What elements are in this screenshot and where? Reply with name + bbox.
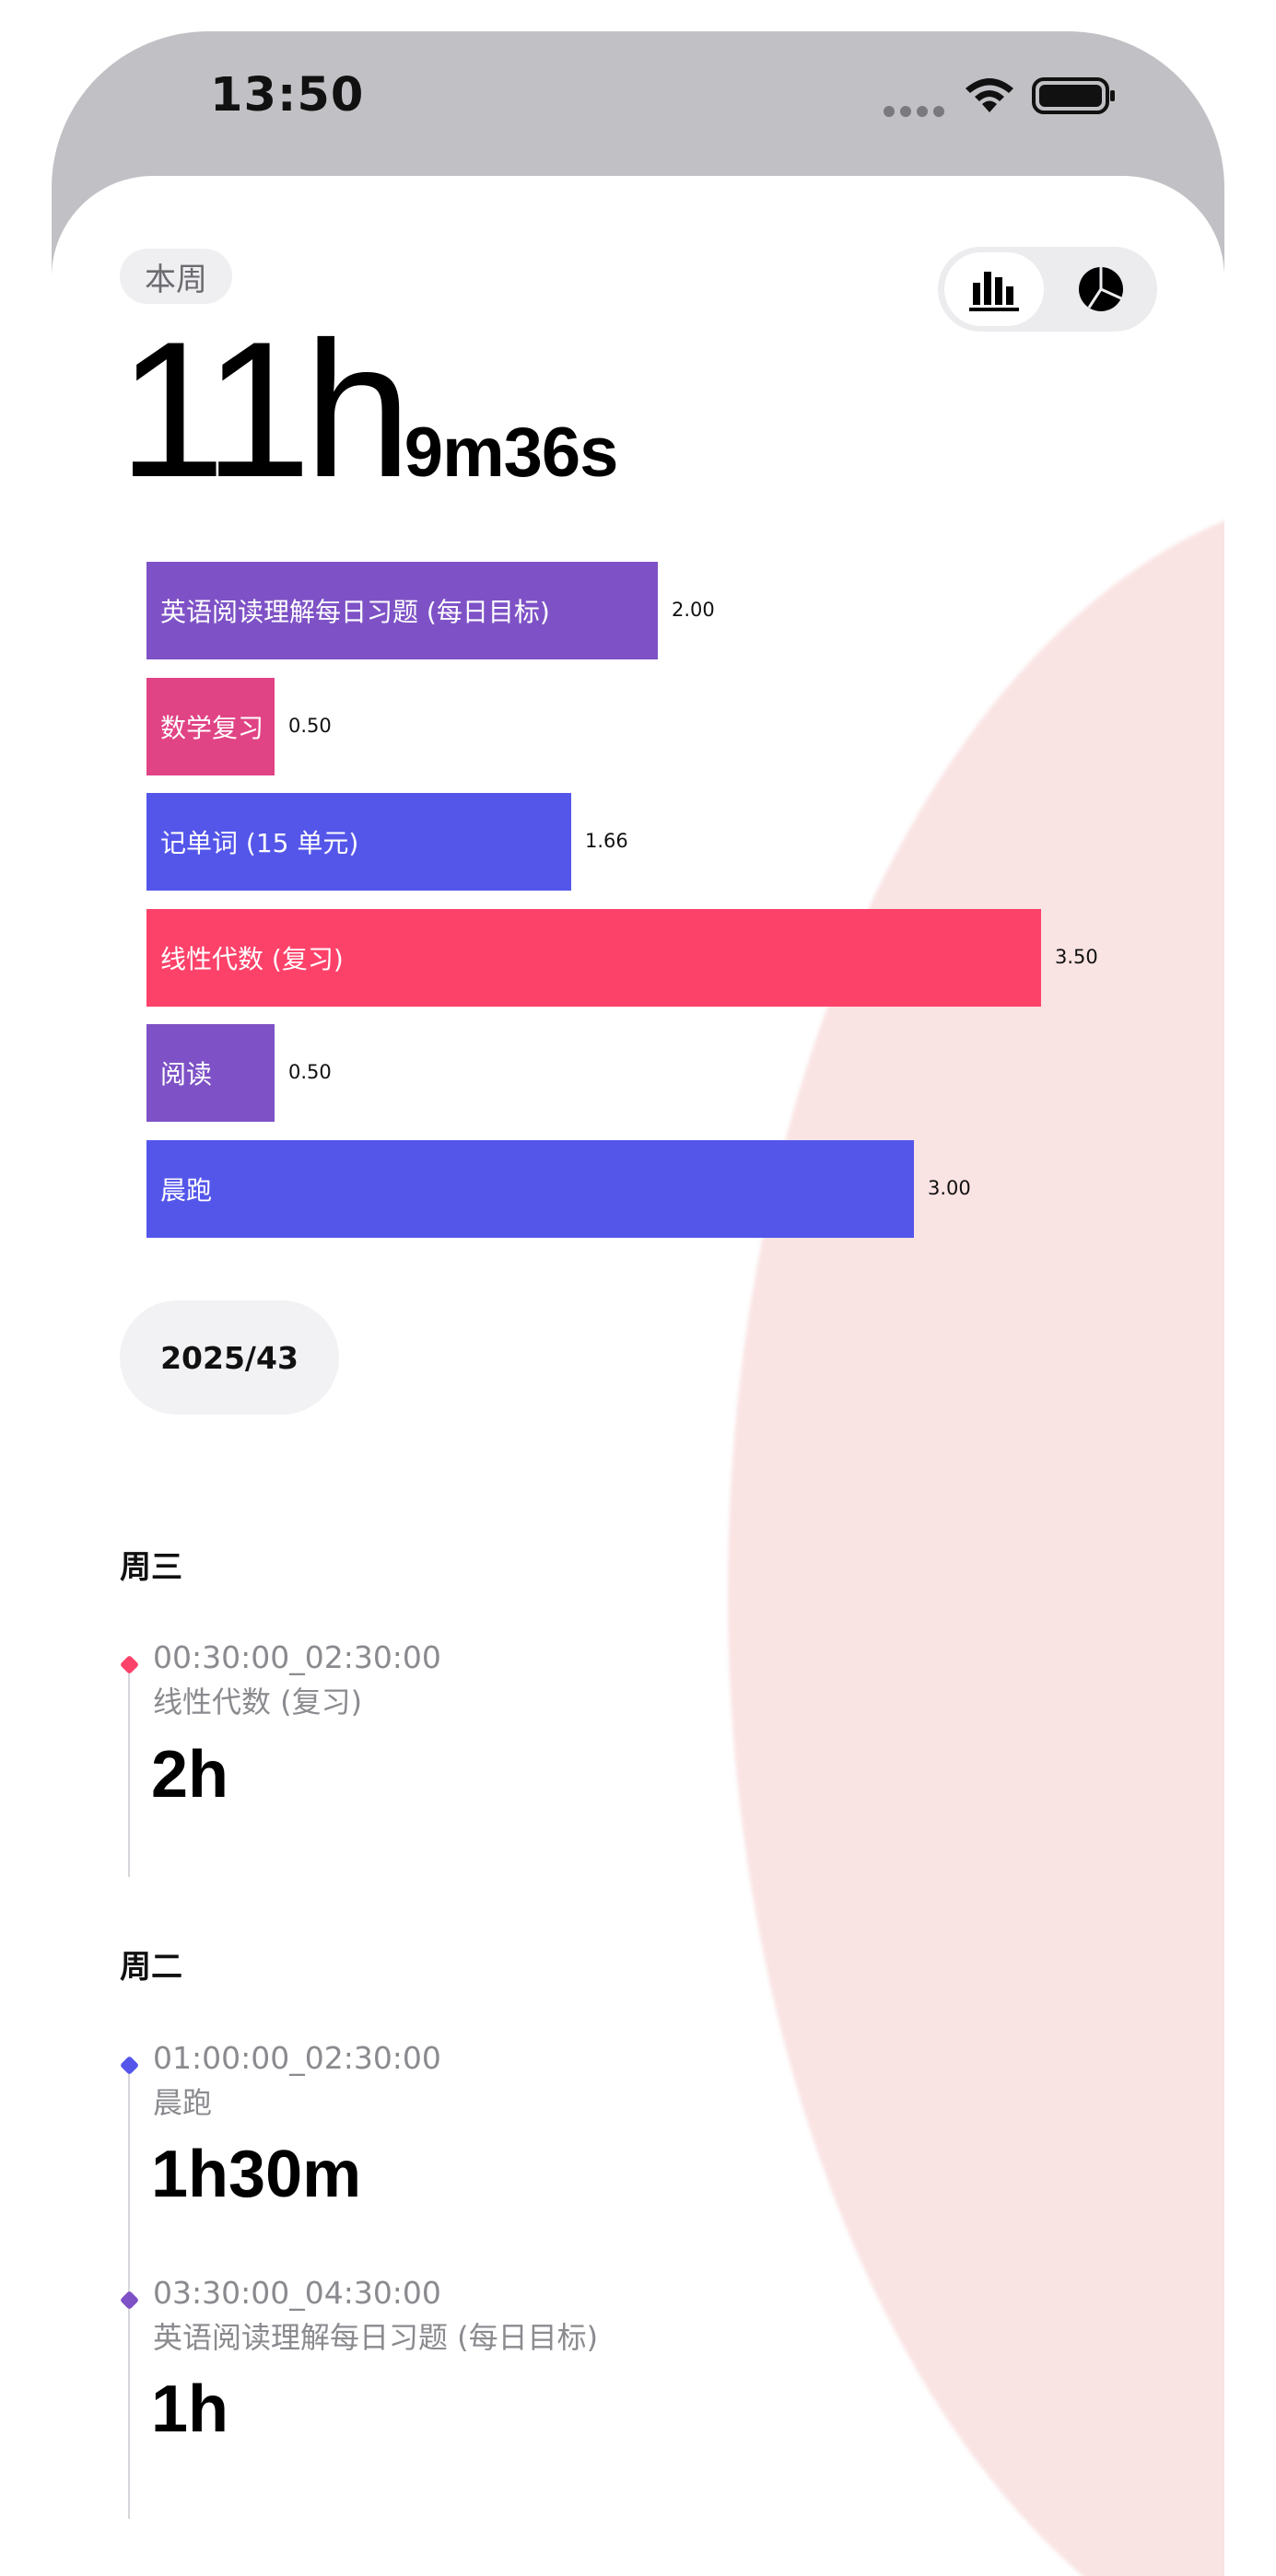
entry-dot	[119, 1654, 140, 1675]
cellular-signal-icon	[884, 106, 944, 117]
entry-time: 01:00:00_02:30:00	[153, 2040, 441, 2076]
entry-task: 晨跑	[153, 2085, 213, 2120]
bar-label: 英语阅读理解每日习题 (每日目标)	[160, 597, 550, 627]
entry-duration: 1h	[151, 2372, 229, 2446]
bar-view-option[interactable]	[944, 252, 1044, 326]
pie-view-option[interactable]	[1051, 252, 1151, 326]
bar-value-label: 3.50	[1055, 945, 1098, 968]
bar[interactable]: 阅读	[146, 1024, 275, 1122]
bar-label: 晨跑	[160, 1174, 213, 1206]
bar-value-label: 3.00	[928, 1176, 971, 1199]
entry-time: 00:30:00_02:30:00	[153, 1639, 441, 1675]
status-time: 13:50	[210, 68, 365, 122]
wifi-icon	[966, 78, 1013, 112]
entry-duration: 2h	[151, 1738, 229, 1812]
bar[interactable]: 数学复习	[146, 677, 275, 775]
entry-dot	[119, 2055, 140, 2076]
total-minutes-seconds: 9m36s	[404, 414, 619, 492]
entry-dot	[119, 2290, 140, 2311]
bar[interactable]: 记单词 (15 单元)	[146, 793, 571, 891]
chart-view-toggle[interactable]	[938, 247, 1157, 332]
entry-time: 03:30:00_04:30:00	[153, 2275, 441, 2311]
main-sheet: 本周	[52, 176, 1224, 2576]
bar[interactable]: 线性代数 (复习)	[146, 908, 1041, 1007]
total-hours: 11h	[118, 301, 412, 518]
device-frame: 13:50 本周	[52, 31, 1224, 2576]
bar-label: 记单词 (15 单元)	[160, 828, 359, 858]
week-selector[interactable]: 2025/43	[120, 1300, 339, 1415]
bar-value-label: 1.66	[585, 830, 628, 852]
bar-value-label: 2.00	[672, 599, 715, 621]
battery-icon	[1032, 77, 1115, 114]
entry-duration: 1h30m	[151, 2138, 362, 2211]
pie-chart-icon	[1079, 267, 1123, 311]
period-chip[interactable]: 本周	[120, 249, 232, 304]
bar[interactable]: 晨跑	[146, 1139, 914, 1238]
bar[interactable]: 英语阅读理解每日习题 (每日目标)	[146, 562, 658, 659]
bar-chart-icon	[969, 272, 1019, 311]
bar-label: 阅读	[160, 1059, 213, 1090]
day-title: 周二	[120, 1949, 182, 1986]
bar-label: 数学复习	[160, 712, 264, 743]
day-title: 周三	[120, 1549, 182, 1586]
bar-value-label: 0.50	[288, 1061, 332, 1083]
entry-task: 线性代数 (复习)	[153, 1684, 363, 1719]
background-decoration	[728, 488, 1224, 2576]
timeline-line	[128, 1662, 130, 1877]
weekly-total: 11h9m36s	[118, 313, 619, 507]
bar-value-label: 0.50	[288, 714, 332, 737]
bar-label: 线性代数 (复习)	[160, 943, 344, 974]
entry-task: 英语阅读理解每日习题 (每日目标)	[153, 2320, 599, 2355]
